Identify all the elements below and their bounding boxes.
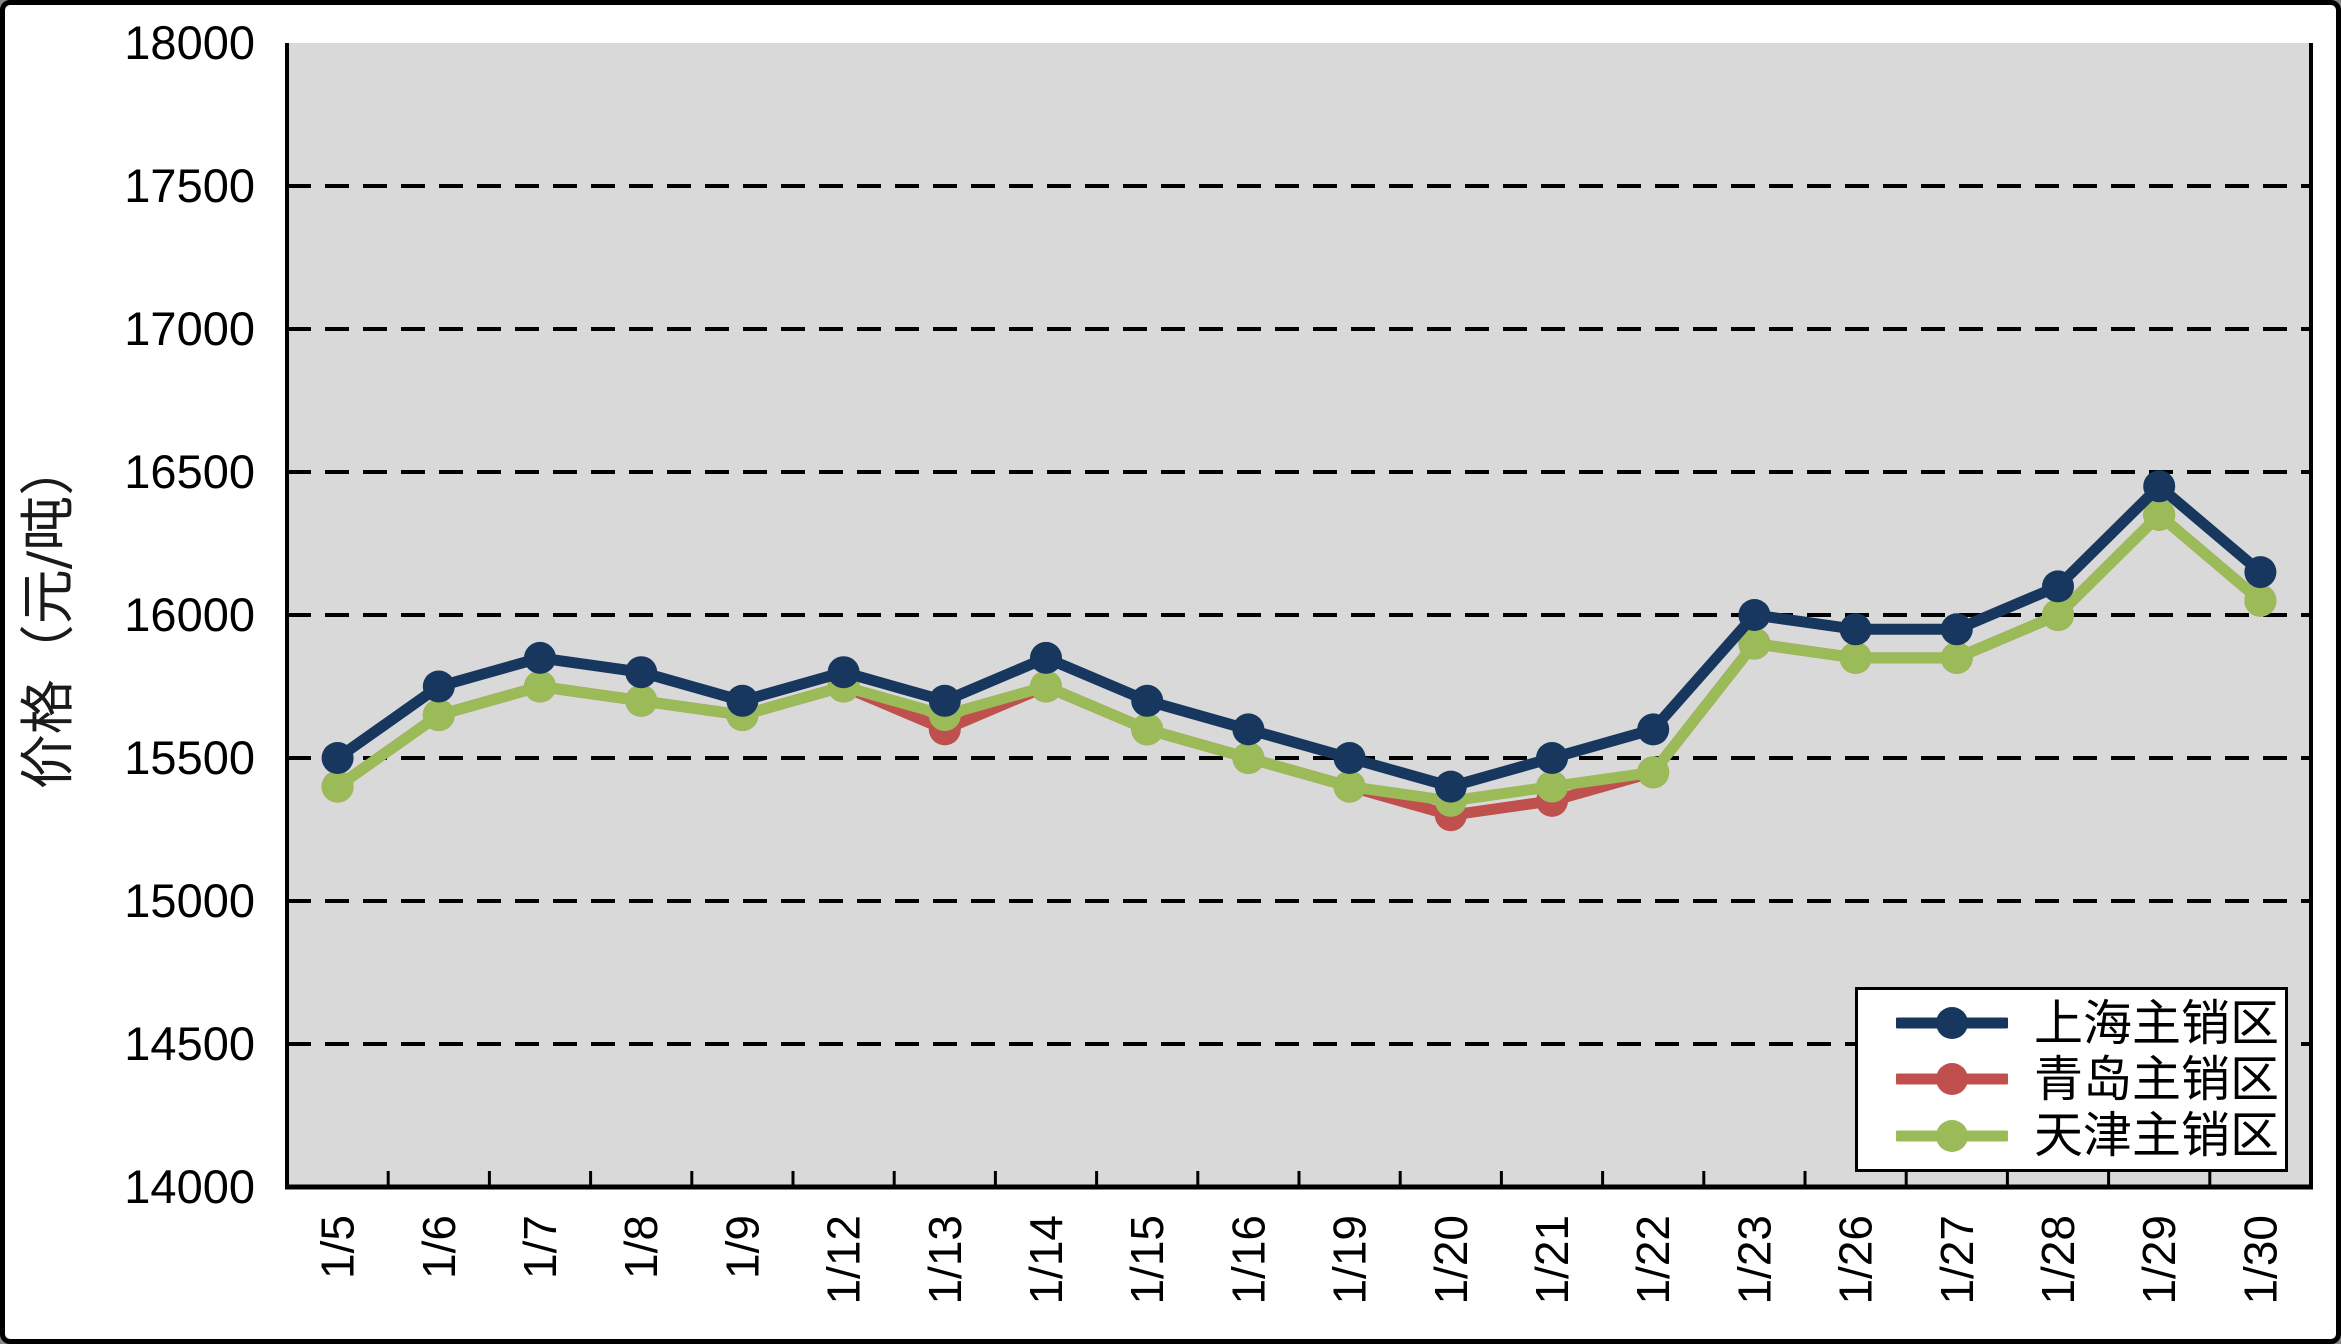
data-point bbox=[1131, 684, 1164, 717]
data-point bbox=[1030, 641, 1062, 674]
legend: 上海主销区 青岛主销区 天津主销区 bbox=[1855, 987, 2288, 1172]
y-tick-label: 15500 bbox=[124, 731, 255, 784]
x-tick-label: 1/5 bbox=[312, 1215, 364, 1279]
y-tick-label: 14500 bbox=[124, 1017, 255, 1070]
data-point bbox=[827, 656, 860, 689]
data-point bbox=[2042, 570, 2074, 603]
x-tick-label: 1/14 bbox=[1020, 1215, 1072, 1305]
x-tick-label: 1/30 bbox=[2234, 1215, 2286, 1305]
legend-line-marker-icon bbox=[1896, 1063, 2008, 1096]
x-tick-label: 1/19 bbox=[1324, 1215, 1376, 1305]
data-point bbox=[1333, 742, 1366, 774]
x-tick-label: 1/8 bbox=[615, 1215, 667, 1279]
data-point bbox=[1738, 599, 1771, 631]
x-tick-label: 1/7 bbox=[514, 1215, 566, 1279]
data-point bbox=[1738, 627, 1771, 660]
data-point bbox=[1839, 641, 1872, 674]
legend-item: 上海主销区 bbox=[1896, 996, 2285, 1050]
data-point bbox=[1333, 770, 1366, 803]
x-tick-label: 1/15 bbox=[1121, 1215, 1173, 1305]
data-point bbox=[928, 684, 961, 717]
x-tick-label: 1/13 bbox=[919, 1215, 971, 1305]
series-line bbox=[332, 480, 2266, 793]
y-tick-label: 16000 bbox=[124, 588, 255, 641]
data-point bbox=[2042, 599, 2074, 631]
data-point bbox=[625, 656, 658, 689]
data-point bbox=[1131, 713, 1164, 746]
data-point bbox=[321, 770, 354, 803]
data-point bbox=[1839, 613, 1872, 646]
data-point bbox=[321, 742, 354, 774]
data-point bbox=[1637, 713, 1670, 746]
x-tick-label: 1/12 bbox=[818, 1215, 870, 1305]
data-point bbox=[726, 684, 759, 717]
legend-label: 天津主销区 bbox=[2034, 1107, 2280, 1165]
data-point bbox=[1536, 742, 1568, 774]
y-tick-label: 17000 bbox=[124, 302, 255, 355]
data-point bbox=[2143, 498, 2176, 531]
data-point bbox=[625, 684, 658, 717]
x-tick-label: 1/26 bbox=[1830, 1215, 1882, 1305]
data-point bbox=[422, 699, 455, 732]
x-tick-label: 1/29 bbox=[2133, 1215, 2185, 1305]
x-tick-label: 1/9 bbox=[716, 1215, 768, 1279]
data-point bbox=[1637, 756, 1670, 789]
x-tick-label: 1/20 bbox=[1425, 1215, 1477, 1305]
data-point bbox=[1232, 713, 1265, 746]
legend-label: 青岛主销区 bbox=[2034, 1050, 2280, 1108]
y-tick-label: 15000 bbox=[124, 874, 255, 927]
legend-item: 青岛主销区 bbox=[1896, 1052, 2285, 1106]
data-point bbox=[2143, 470, 2176, 503]
y-tick-label: 17500 bbox=[124, 159, 255, 212]
y-tick-label: 14000 bbox=[124, 1160, 255, 1213]
y-tick-label: 18000 bbox=[124, 16, 255, 69]
series-天津主销区 bbox=[321, 498, 2277, 817]
data-point bbox=[422, 670, 455, 703]
x-tick-label: 1/21 bbox=[1526, 1215, 1578, 1305]
price-line-chart: 18000 17500 17000 16500 16000 15500 15000 14500… bbox=[16, 16, 2313, 1305]
legend-label: 上海主销区 bbox=[2034, 994, 2280, 1052]
y-tick-label: 16500 bbox=[124, 445, 255, 498]
x-tick-label: 1/23 bbox=[1728, 1215, 1780, 1305]
x-tick-label: 1/28 bbox=[2032, 1215, 2084, 1305]
legend-line-marker-icon bbox=[1896, 1119, 2008, 1152]
x-tick-label: 1/22 bbox=[1627, 1215, 1679, 1305]
data-point bbox=[524, 641, 556, 674]
data-point bbox=[2244, 556, 2277, 589]
series-上海主销区 bbox=[321, 470, 2277, 803]
data-point bbox=[1434, 770, 1467, 803]
data-point bbox=[1232, 742, 1265, 774]
data-point bbox=[524, 670, 556, 703]
legend-item: 天津主销区 bbox=[1896, 1109, 2285, 1163]
data-point bbox=[1536, 770, 1568, 803]
legend-line-marker-icon bbox=[1896, 1007, 2008, 1040]
data-point bbox=[1940, 641, 1973, 674]
data-point bbox=[2244, 584, 2277, 617]
series-line bbox=[332, 509, 2266, 807]
data-point bbox=[1030, 670, 1062, 703]
x-tick-label: 1/27 bbox=[1931, 1215, 1983, 1305]
y-axis-title: 价格（元/吨） bbox=[16, 441, 80, 790]
x-tick-label: 1/6 bbox=[413, 1215, 465, 1279]
data-point bbox=[1940, 613, 1973, 646]
x-tick-label: 1/16 bbox=[1222, 1215, 1274, 1305]
